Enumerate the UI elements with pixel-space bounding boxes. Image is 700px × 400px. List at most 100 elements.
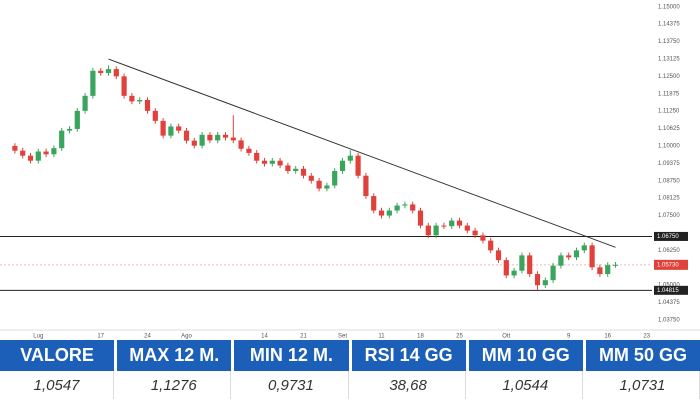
candle-body [480, 235, 486, 241]
candle-body [90, 70, 96, 96]
y-tick-label: 1.03750 [658, 318, 680, 324]
level-tag-label: 1.06750 [657, 234, 679, 240]
header-cell: MIN 12 M. [234, 340, 349, 371]
candle-body [59, 130, 65, 149]
y-tick-label: 1.05000 [658, 283, 680, 289]
y-tick-label: 1.06250 [658, 248, 680, 254]
level-tag-label: 1.04815 [657, 288, 679, 294]
candle-body [503, 260, 509, 276]
candle-body [168, 126, 174, 136]
candle-body [199, 134, 205, 146]
candle-body [82, 95, 88, 111]
y-tick-label: 1.10625 [658, 126, 680, 132]
candle-body [386, 210, 392, 216]
candle-body [332, 171, 338, 186]
candle-body [98, 70, 104, 74]
candle-body [589, 245, 595, 268]
candle-body [394, 205, 400, 211]
header-cell: VALORE [0, 340, 115, 371]
candle-body [410, 204, 416, 211]
candle-body [527, 255, 533, 275]
candle-body [176, 126, 182, 131]
candle-body [425, 225, 431, 236]
candle-body [495, 250, 502, 261]
value-cell: 1,0731 [586, 371, 700, 399]
y-tick-label: 1.04375 [658, 300, 680, 306]
x-tick-label: 11 [378, 334, 385, 340]
candle-body [105, 69, 112, 74]
chart: 1.15000 1.14375 1.13750 1.13125 1.12500 1.118… [0, 4, 700, 340]
candle-body [66, 128, 73, 131]
candle-body [74, 110, 80, 129]
candle-body [300, 168, 307, 176]
candle-body [269, 160, 275, 164]
candle-body [449, 220, 455, 227]
x-tick-label: Lug [33, 334, 43, 340]
level-tag [654, 285, 688, 295]
candle-body [472, 230, 478, 236]
candle-body [308, 175, 314, 181]
x-tick-label: 14 [261, 334, 268, 340]
candle-body [152, 110, 158, 121]
candle-body [417, 210, 424, 226]
candle-body [488, 240, 494, 251]
candle-body [519, 255, 525, 271]
candle-body [566, 255, 572, 258]
candle-body [581, 245, 587, 251]
candle-body [597, 267, 603, 275]
y-tick-label: 1.10000 [658, 144, 680, 150]
candle-body [137, 100, 143, 102]
y-tick-label: 1.13125 [658, 57, 680, 63]
y-tick-label: 1.13750 [658, 39, 680, 45]
candle-body [339, 160, 346, 172]
candle-body [12, 145, 18, 151]
trend-line [108, 58, 616, 248]
candle-body [456, 220, 463, 226]
x-tick-label: 24 [144, 334, 151, 340]
candle-body [51, 148, 57, 155]
candle-body [254, 152, 260, 161]
candle-body [542, 280, 548, 286]
y-tick-label: 1.11250 [658, 109, 680, 115]
candle-body [316, 180, 322, 189]
candle-body [238, 140, 244, 149]
candle-body [464, 225, 470, 231]
candle-body [113, 69, 119, 77]
candle-body [324, 185, 330, 189]
value-cell: 38,68 [352, 371, 466, 399]
x-tick-label: Set [338, 334, 347, 340]
candle-body [207, 134, 213, 141]
candle-body [293, 168, 299, 172]
x-tick-label: 9 [567, 334, 571, 340]
candle-body [230, 137, 236, 141]
candle-body [144, 100, 151, 111]
y-tick-label: 1.12500 [658, 74, 680, 80]
last-price-tag [654, 259, 688, 270]
x-tick-label: 23 [643, 334, 650, 340]
value-cell: 1,0547 [0, 371, 115, 399]
value-row: 1,0547 1,1276 0,9731 38,68 1,0544 1,0731 [0, 371, 700, 399]
candle-body [363, 175, 369, 197]
x-tick-label: 25 [456, 334, 463, 340]
header-cell: MM 50 GG [585, 340, 700, 371]
candle-body [378, 210, 385, 216]
candle-body [550, 265, 556, 281]
y-tick-label: 1.08125 [658, 196, 680, 202]
x-tick-label: 16 [604, 334, 611, 340]
candle-body [215, 134, 221, 141]
candle-body [347, 155, 353, 161]
last-price-label: 1.05730 [657, 262, 679, 268]
candle-body [35, 151, 41, 161]
candle-body [605, 265, 611, 275]
y-tick-label: 1.11875 [658, 91, 680, 97]
candle-body [573, 250, 580, 258]
header-cell: RSI 14 GG [351, 340, 466, 371]
candle-body [433, 225, 439, 236]
x-tick-label: Ott [502, 334, 510, 340]
candle-body [511, 270, 517, 276]
y-tick-label: 1.14375 [658, 22, 680, 28]
header-cell: MM 10 GG [468, 340, 583, 371]
candle-body [371, 196, 377, 211]
y-tick-label: 1.07500 [658, 213, 680, 219]
